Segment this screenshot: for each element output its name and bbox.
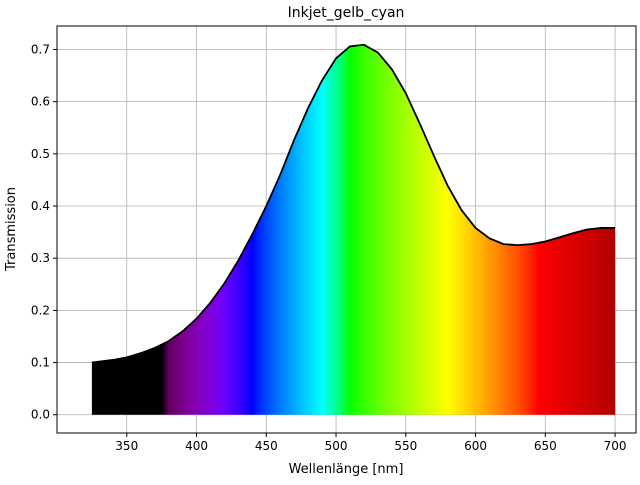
y-tick-label: 0.4: [31, 199, 50, 213]
y-tick-label: 0.1: [31, 356, 50, 370]
spectrum-fill: [91, 44, 616, 415]
transmission-line: [91, 43, 616, 364]
plot-area: [91, 43, 616, 415]
y-tick-label: 0.6: [31, 95, 50, 109]
chart-title: Inkjet_gelb_cyan: [288, 5, 405, 21]
axes: 350 400 450 500 550 600 650 700 0.0 0.1 0.2 0.3 0.4 0…: [31, 25, 637, 453]
x-tick-label: 700: [604, 439, 627, 453]
y-axis-label: Transmission: [4, 187, 19, 272]
x-tick-label: 400: [185, 439, 208, 453]
y-tick-label: 0.5: [31, 147, 50, 161]
labels: Inkjet_gelb_cyan Wellenlänge [nm] Transm…: [4, 5, 404, 477]
x-axis-label: Wellenlänge [nm]: [289, 462, 404, 477]
x-tick-label: 600: [464, 439, 487, 453]
x-tick-label: 650: [534, 439, 557, 453]
x-tick-label: 450: [255, 439, 278, 453]
y-tick-label: 0.3: [31, 251, 50, 265]
x-tick-label: 500: [325, 439, 348, 453]
x-tick-label: 350: [115, 439, 138, 453]
axes-frame: [56, 25, 637, 434]
y-tick-label: 0.2: [31, 303, 50, 317]
y-tick-label: 0.0: [31, 408, 50, 422]
x-tick-label: 550: [394, 439, 417, 453]
y-tick-label: 0.7: [31, 42, 50, 56]
